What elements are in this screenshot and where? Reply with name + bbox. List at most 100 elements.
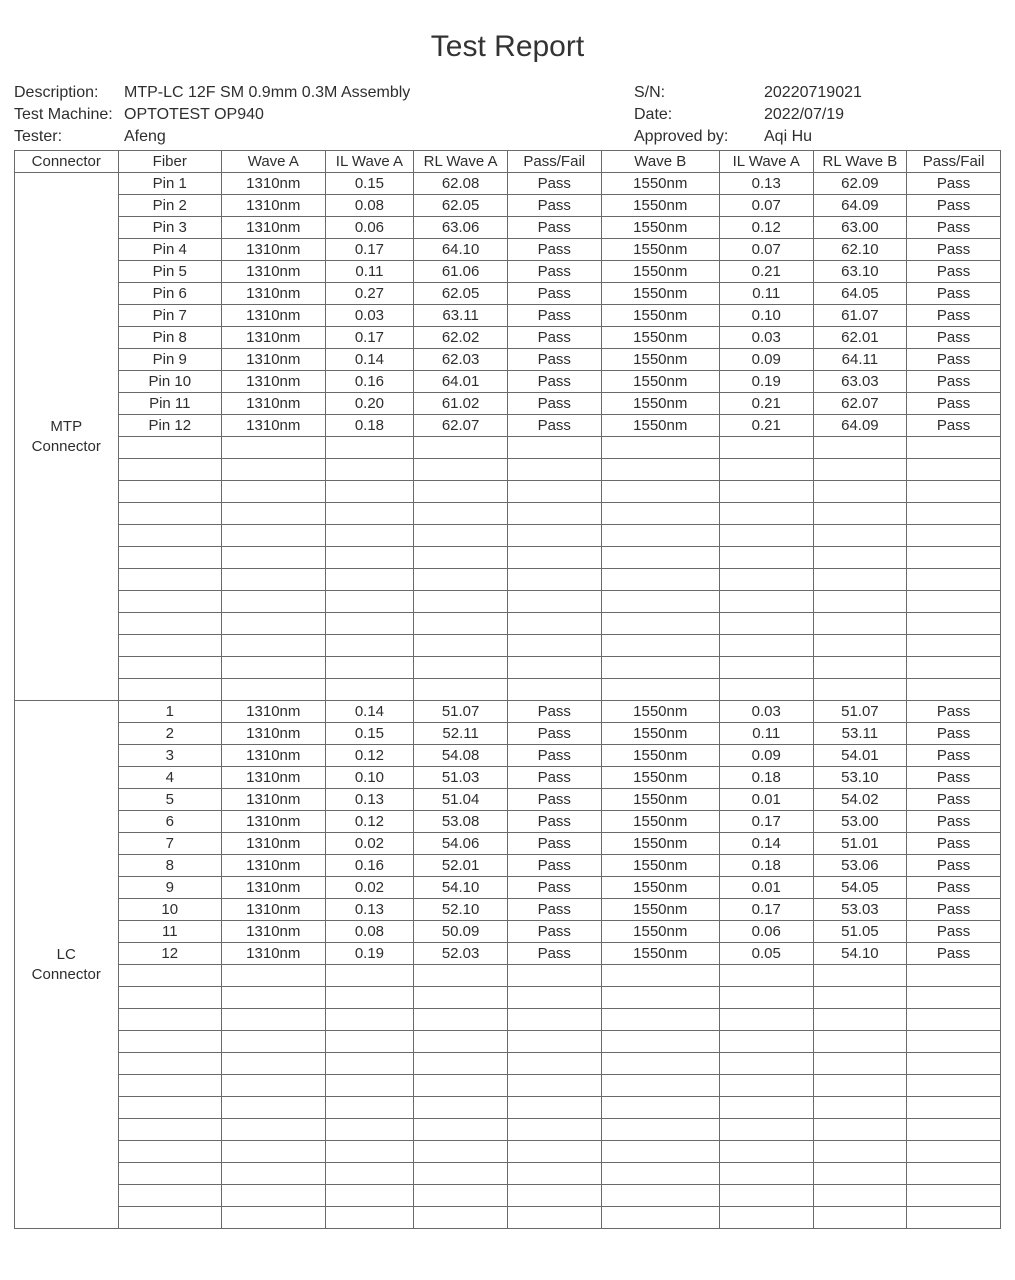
- passfail-a-cell: [507, 503, 601, 525]
- table-row: Pin 21310nm0.0862.05Pass1550nm0.0764.09P…: [15, 195, 1001, 217]
- wave-a-cell: 1310nm: [222, 701, 326, 723]
- passfail-b-cell: Pass: [907, 833, 1001, 855]
- fiber-cell: 7: [118, 833, 222, 855]
- rl-a-cell: [414, 613, 508, 635]
- table-row: [15, 591, 1001, 613]
- wave-b-cell: [601, 1207, 719, 1229]
- passfail-b-cell: Pass: [907, 877, 1001, 899]
- rl-a-cell: 62.05: [414, 283, 508, 305]
- il-b-cell: [719, 657, 813, 679]
- passfail-a-cell: Pass: [507, 217, 601, 239]
- il-a-cell: [325, 1185, 414, 1207]
- wave-a-cell: [222, 987, 326, 1009]
- passfail-b-cell: [907, 1097, 1001, 1119]
- passfail-b-cell: Pass: [907, 239, 1001, 261]
- passfail-b-cell: Pass: [907, 789, 1001, 811]
- il-b-cell: [719, 481, 813, 503]
- wave-a-cell: [222, 1141, 326, 1163]
- machine-label: Test Machine:: [14, 104, 124, 126]
- il-b-cell: [719, 613, 813, 635]
- table-row: 71310nm0.0254.06Pass1550nm0.1451.01Pass: [15, 833, 1001, 855]
- rl-a-cell: [414, 1141, 508, 1163]
- fiber-cell: 10: [118, 899, 222, 921]
- rl-b-cell: [813, 1119, 907, 1141]
- il-b-cell: [719, 1163, 813, 1185]
- wave-a-cell: 1310nm: [222, 855, 326, 877]
- passfail-a-cell: [507, 1097, 601, 1119]
- rl-b-cell: [813, 459, 907, 481]
- table-row: LCConnector11310nm0.1451.07Pass1550nm0.0…: [15, 701, 1001, 723]
- il-a-cell: [325, 525, 414, 547]
- wave-b-cell: 1550nm: [601, 789, 719, 811]
- rl-b-cell: 54.05: [813, 877, 907, 899]
- il-b-cell: [719, 987, 813, 1009]
- rl-b-cell: 64.09: [813, 195, 907, 217]
- rl-b-cell: [813, 1097, 907, 1119]
- il-b-cell: 0.09: [719, 745, 813, 767]
- rl-b-cell: 63.00: [813, 217, 907, 239]
- rl-b-cell: [813, 965, 907, 987]
- wave-a-cell: 1310nm: [222, 767, 326, 789]
- passfail-b-cell: [907, 459, 1001, 481]
- il-a-cell: 0.15: [325, 723, 414, 745]
- passfail-a-cell: Pass: [507, 789, 601, 811]
- fiber-cell: [118, 1075, 222, 1097]
- passfail-b-cell: Pass: [907, 173, 1001, 195]
- fiber-cell: Pin 2: [118, 195, 222, 217]
- wave-a-cell: [222, 1097, 326, 1119]
- wave-b-cell: 1550nm: [601, 745, 719, 767]
- table-row: [15, 1031, 1001, 1053]
- rl-b-cell: 62.01: [813, 327, 907, 349]
- rl-b-cell: 51.07: [813, 701, 907, 723]
- wave-a-cell: 1310nm: [222, 217, 326, 239]
- table-row: [15, 437, 1001, 459]
- rl-a-cell: 62.03: [414, 349, 508, 371]
- wave-a-cell: [222, 679, 326, 701]
- il-b-cell: 0.18: [719, 855, 813, 877]
- passfail-b-cell: Pass: [907, 943, 1001, 965]
- wave-b-cell: 1550nm: [601, 899, 719, 921]
- table-row: [15, 569, 1001, 591]
- passfail-a-cell: [507, 1141, 601, 1163]
- il-b-cell: 0.01: [719, 789, 813, 811]
- table-row: [15, 1207, 1001, 1229]
- wave-b-cell: 1550nm: [601, 855, 719, 877]
- rl-b-cell: 51.05: [813, 921, 907, 943]
- table-row: [15, 459, 1001, 481]
- wave-b-cell: [601, 459, 719, 481]
- table-row: [15, 1141, 1001, 1163]
- wave-a-cell: 1310nm: [222, 173, 326, 195]
- passfail-b-cell: [907, 679, 1001, 701]
- fiber-cell: [118, 547, 222, 569]
- rl-b-cell: 51.01: [813, 833, 907, 855]
- rl-a-cell: [414, 547, 508, 569]
- wave-b-cell: 1550nm: [601, 217, 719, 239]
- fiber-cell: 4: [118, 767, 222, 789]
- il-a-cell: 0.12: [325, 811, 414, 833]
- passfail-a-cell: [507, 1207, 601, 1229]
- il-a-cell: [325, 459, 414, 481]
- il-b-cell: 0.07: [719, 195, 813, 217]
- wave-b-cell: [601, 1185, 719, 1207]
- table-row: [15, 1009, 1001, 1031]
- wave-a-cell: [222, 965, 326, 987]
- passfail-a-cell: [507, 569, 601, 591]
- table-row: [15, 1097, 1001, 1119]
- il-b-cell: 0.05: [719, 943, 813, 965]
- il-b-cell: [719, 1009, 813, 1031]
- il-b-cell: 0.21: [719, 415, 813, 437]
- fiber-cell: Pin 8: [118, 327, 222, 349]
- rl-a-cell: [414, 437, 508, 459]
- il-b-cell: 0.17: [719, 811, 813, 833]
- tester-label: Tester:: [14, 126, 124, 148]
- rl-b-cell: 53.11: [813, 723, 907, 745]
- il-a-cell: 0.10: [325, 767, 414, 789]
- rl-b-cell: [813, 525, 907, 547]
- il-b-cell: [719, 503, 813, 525]
- il-b-cell: 0.21: [719, 393, 813, 415]
- fiber-cell: [118, 679, 222, 701]
- rl-a-cell: 62.08: [414, 173, 508, 195]
- wave-a-cell: [222, 657, 326, 679]
- wave-b-cell: 1550nm: [601, 415, 719, 437]
- table-row: 31310nm0.1254.08Pass1550nm0.0954.01Pass: [15, 745, 1001, 767]
